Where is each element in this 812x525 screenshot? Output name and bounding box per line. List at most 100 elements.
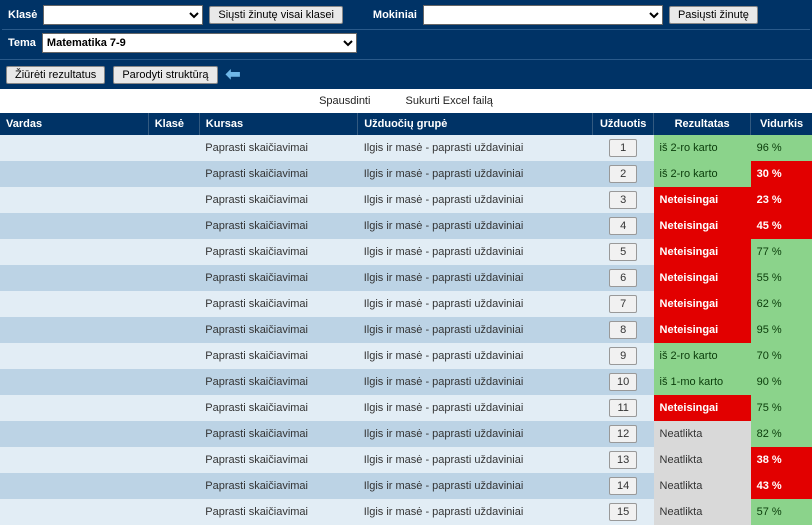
cell-kursas: Paprasti skaičiavimai — [199, 239, 357, 265]
col-kursas[interactable]: Kursas — [199, 113, 357, 135]
cell-uzd: 6 — [593, 265, 654, 291]
show-structure-button[interactable]: Parodyti struktūrą — [113, 66, 217, 84]
cell-uzd: 14 — [593, 473, 654, 499]
cell-rezultatas: Neatlikta — [654, 473, 751, 499]
cell-grupe: Ilgis ir masė - paprasti uždaviniai — [358, 161, 593, 187]
cell-grupe: Ilgis ir masė - paprasti uždaviniai — [358, 447, 593, 473]
col-vardas[interactable]: Vardas — [0, 113, 148, 135]
col-klase[interactable]: Klasė — [148, 113, 199, 135]
cell-klase — [148, 369, 199, 395]
tools-row: Spausdinti Sukurti Excel failą — [0, 89, 812, 113]
table-row: Paprasti skaičiavimaiIlgis ir masė - pap… — [0, 239, 812, 265]
cell-kursas: Paprasti skaičiavimai — [199, 447, 357, 473]
excel-link[interactable]: Sukurti Excel failą — [406, 95, 493, 107]
cell-uzd: 3 — [593, 187, 654, 213]
task-button[interactable]: 10 — [609, 373, 637, 391]
send-class-message-button[interactable]: Siųsti žinutę visai klasei — [209, 6, 343, 24]
results-table: Vardas Klasė Kursas Užduočių grupė Užduo… — [0, 113, 812, 525]
task-button[interactable]: 12 — [609, 425, 637, 443]
top-row-1: Klasė Siųsti žinutę visai klasei Mokinia… — [2, 2, 810, 29]
cell-rezultatas: Neatlikta — [654, 499, 751, 525]
task-button[interactable]: 9 — [609, 347, 637, 365]
cell-vardas — [0, 213, 148, 239]
cell-vidurkis: 55 % — [751, 265, 812, 291]
cell-vidurkis: 45 % — [751, 213, 812, 239]
cell-vidurkis: 62 % — [751, 291, 812, 317]
task-button[interactable]: 8 — [609, 321, 637, 339]
task-button[interactable]: 7 — [609, 295, 637, 313]
cell-kursas: Paprasti skaičiavimai — [199, 213, 357, 239]
cell-klase — [148, 135, 199, 161]
cell-vardas — [0, 343, 148, 369]
table-row: Paprasti skaičiavimaiIlgis ir masė - pap… — [0, 213, 812, 239]
task-button[interactable]: 5 — [609, 243, 637, 261]
col-vid[interactable]: Vidurkis — [751, 113, 812, 135]
col-rez[interactable]: Rezultatas — [654, 113, 751, 135]
task-button[interactable]: 3 — [609, 191, 637, 209]
cell-grupe: Ilgis ir masė - paprasti uždaviniai — [358, 369, 593, 395]
table-row: Paprasti skaičiavimaiIlgis ir masė - pap… — [0, 369, 812, 395]
cell-rezultatas: Neteisingai — [654, 317, 751, 343]
cell-rezultatas: Neteisingai — [654, 213, 751, 239]
table-row: Paprasti skaičiavimaiIlgis ir masė - pap… — [0, 473, 812, 499]
task-button[interactable]: 4 — [609, 217, 637, 235]
task-button[interactable]: 6 — [609, 269, 637, 287]
col-uzd[interactable]: Užduotis — [593, 113, 654, 135]
task-button[interactable]: 13 — [609, 451, 637, 469]
cell-vidurkis: 43 % — [751, 473, 812, 499]
cell-vardas — [0, 317, 148, 343]
cell-rezultatas: Neteisingai — [654, 187, 751, 213]
klase-label: Klasė — [8, 9, 37, 21]
task-button[interactable]: 14 — [609, 477, 637, 495]
cell-uzd: 1 — [593, 135, 654, 161]
cell-klase — [148, 447, 199, 473]
cell-rezultatas: iš 2-ro karto — [654, 161, 751, 187]
table-row: Paprasti skaičiavimaiIlgis ir masė - pap… — [0, 395, 812, 421]
cell-kursas: Paprasti skaičiavimai — [199, 343, 357, 369]
cell-uzd: 8 — [593, 317, 654, 343]
action-bar: Žiūrėti rezultatus Parodyti struktūrą ⬅ — [0, 59, 812, 89]
cell-vardas — [0, 447, 148, 473]
task-button[interactable]: 2 — [609, 165, 637, 183]
top-filter-bar: Klasė Siųsti žinutę visai klasei Mokinia… — [0, 0, 812, 59]
cell-kursas: Paprasti skaičiavimai — [199, 135, 357, 161]
cell-grupe: Ilgis ir masė - paprasti uždaviniai — [358, 265, 593, 291]
top-row-2: Tema Matematika 7-9 — [2, 29, 810, 57]
cell-grupe: Ilgis ir masė - paprasti uždaviniai — [358, 135, 593, 161]
cell-uzd: 12 — [593, 421, 654, 447]
mokiniai-label: Mokiniai — [373, 9, 417, 21]
table-row: Paprasti skaičiavimaiIlgis ir masė - pap… — [0, 135, 812, 161]
cell-grupe: Ilgis ir masė - paprasti uždaviniai — [358, 421, 593, 447]
cell-uzd: 2 — [593, 161, 654, 187]
table-row: Paprasti skaičiavimaiIlgis ir masė - pap… — [0, 161, 812, 187]
send-message-button[interactable]: Pasiųsti žinutę — [669, 6, 758, 24]
table-row: Paprasti skaičiavimaiIlgis ir masė - pap… — [0, 317, 812, 343]
cell-klase — [148, 239, 199, 265]
cell-klase — [148, 499, 199, 525]
col-grupe[interactable]: Užduočių grupė — [358, 113, 593, 135]
cell-vidurkis: 82 % — [751, 421, 812, 447]
cell-vidurkis: 90 % — [751, 369, 812, 395]
cell-grupe: Ilgis ir masė - paprasti uždaviniai — [358, 343, 593, 369]
klase-select[interactable] — [43, 5, 203, 25]
tema-select[interactable]: Matematika 7-9 — [42, 33, 357, 53]
cell-vidurkis: 96 % — [751, 135, 812, 161]
cell-uzd: 5 — [593, 239, 654, 265]
cell-rezultatas: Neteisingai — [654, 239, 751, 265]
print-link[interactable]: Spausdinti — [319, 95, 370, 107]
cell-uzd: 10 — [593, 369, 654, 395]
cell-rezultatas: Neatlikta — [654, 447, 751, 473]
cell-kursas: Paprasti skaičiavimai — [199, 473, 357, 499]
mokiniai-select[interactable] — [423, 5, 663, 25]
cell-vidurkis: 70 % — [751, 343, 812, 369]
cell-uzd: 13 — [593, 447, 654, 473]
cell-grupe: Ilgis ir masė - paprasti uždaviniai — [358, 187, 593, 213]
view-results-button[interactable]: Žiūrėti rezultatus — [6, 66, 105, 84]
cell-uzd: 4 — [593, 213, 654, 239]
task-button[interactable]: 15 — [609, 503, 637, 521]
cell-rezultatas: Neteisingai — [654, 265, 751, 291]
task-button[interactable]: 11 — [609, 399, 637, 417]
arrow-left-icon: ⬅ — [226, 64, 241, 85]
task-button[interactable]: 1 — [609, 139, 637, 157]
cell-klase — [148, 291, 199, 317]
